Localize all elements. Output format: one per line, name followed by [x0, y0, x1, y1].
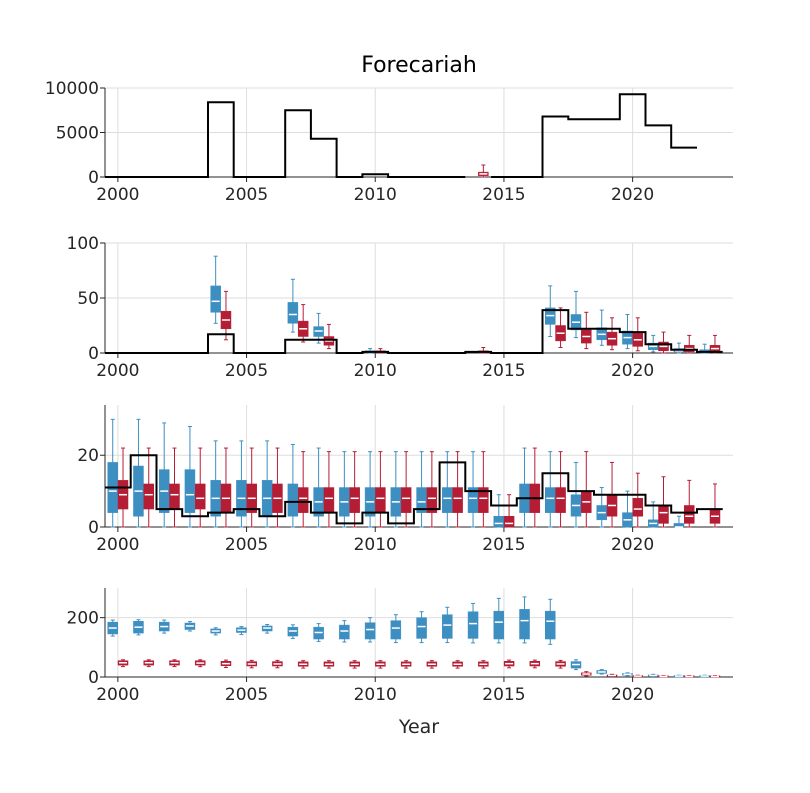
x-tick-label: 2005	[225, 185, 268, 205]
x-tick-label: 2000	[96, 361, 139, 381]
blue-box	[442, 614, 453, 639]
red-box	[632, 498, 644, 517]
y-tick-label: 5000	[56, 124, 99, 144]
x-tick-label: 2020	[611, 535, 654, 555]
red-box	[478, 487, 489, 513]
panel-1: 2000 2005 2010 2015 2020 0 5000 10000	[45, 79, 733, 205]
blue-box	[416, 487, 427, 513]
red-box	[194, 483, 206, 510]
blue-box	[287, 302, 299, 324]
blue-box	[467, 487, 479, 513]
blue-box	[390, 620, 402, 640]
y-tick-label: 0	[88, 668, 99, 688]
x-tick-label: 2020	[611, 361, 654, 381]
red-box	[323, 487, 335, 513]
x-tick-label: 2010	[354, 361, 397, 381]
step-line	[105, 454, 723, 525]
blue-box	[210, 285, 221, 313]
x-tick-label: 2010	[354, 535, 397, 555]
x-axis-label: Year	[398, 716, 439, 738]
blue-box	[184, 469, 196, 513]
x-tick-label: 2010	[354, 185, 397, 205]
red-box	[297, 487, 309, 513]
blue-box	[545, 610, 556, 640]
step-line	[105, 101, 466, 178]
blue-box	[493, 610, 505, 640]
x-tick-label: 2015	[482, 535, 525, 555]
x-tick-label: 2015	[482, 685, 525, 705]
y-tick-label: 0	[88, 518, 99, 538]
x-tick-label: 2000	[96, 535, 139, 555]
chart-title: Forecariah	[361, 53, 477, 78]
blue-box	[287, 483, 299, 517]
x-tick-label: 2005	[225, 535, 268, 555]
y-tick-label: 0	[88, 168, 99, 188]
panel-2: 2000 2005 2010 2015 2020 0 50 100	[67, 234, 733, 381]
panel-3: 2000 2005 2010 2015 2020 0 20	[77, 405, 733, 555]
x-tick-label: 2015	[482, 361, 525, 381]
x-tick-label: 2020	[611, 185, 654, 205]
blue-box	[467, 611, 479, 639]
blue-box	[545, 487, 556, 513]
blue-box	[519, 609, 530, 640]
x-tick-label: 2000	[96, 185, 139, 205]
x-tick-label: 2005	[225, 685, 268, 705]
red-box	[400, 487, 412, 513]
red-box	[452, 487, 463, 513]
red-box	[555, 487, 566, 513]
red-box	[143, 483, 155, 510]
y-tick-label: 0	[88, 344, 99, 364]
blue-box	[442, 487, 453, 513]
panel-4: 2000 2005 2010 2015 2020 0 200	[67, 588, 733, 705]
y-tick-label: 50	[77, 289, 99, 309]
step-line	[491, 93, 697, 178]
x-tick-label: 2010	[354, 685, 397, 705]
x-tick-label: 2015	[482, 185, 525, 205]
blue-box	[364, 622, 376, 640]
red-box	[169, 483, 180, 510]
y-tick-label: 10000	[45, 79, 99, 99]
blue-box	[416, 617, 427, 639]
red-box	[426, 487, 438, 513]
blue-box	[493, 515, 505, 528]
red-box	[375, 487, 386, 513]
red-box	[349, 487, 360, 513]
red-box	[658, 505, 669, 524]
red-box	[503, 515, 515, 528]
y-tick-label: 200	[67, 609, 99, 629]
y-tick-label: 100	[67, 234, 99, 254]
red-box	[683, 505, 695, 524]
y-tick-label: 20	[77, 446, 99, 466]
blue-box	[339, 624, 350, 640]
x-tick-label: 2005	[225, 361, 268, 381]
x-tick-label: 2000	[96, 685, 139, 705]
x-tick-label: 2020	[611, 685, 654, 705]
step-line	[105, 309, 723, 354]
